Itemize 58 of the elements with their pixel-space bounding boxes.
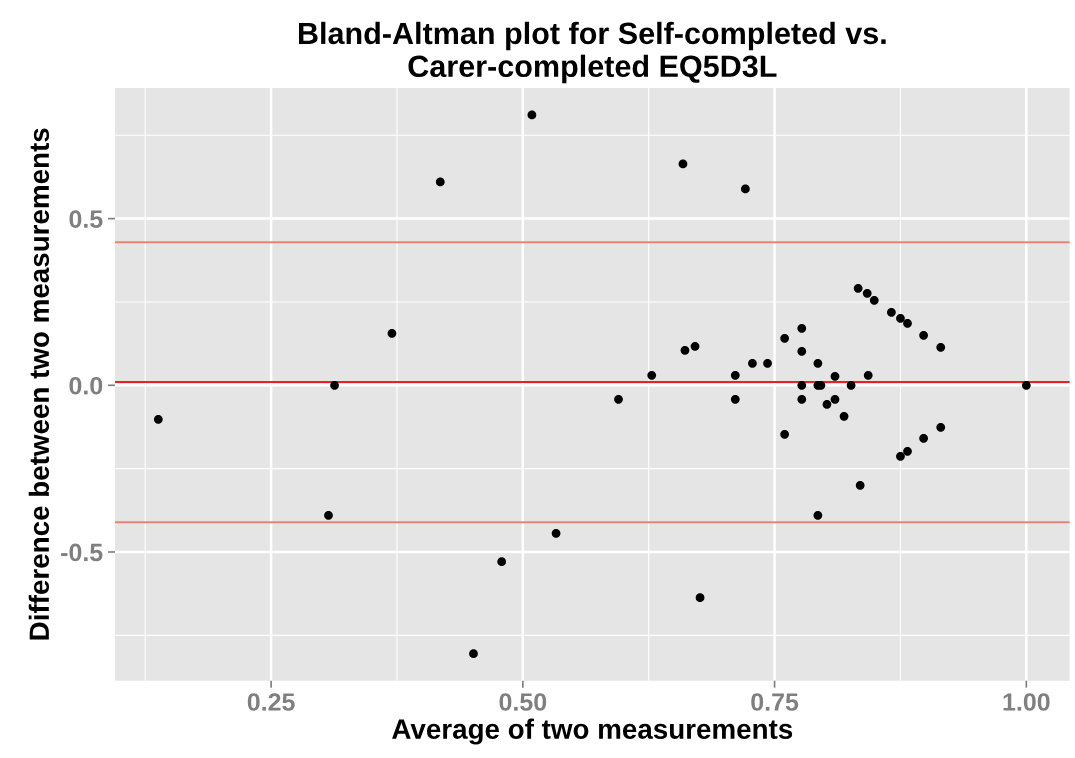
point [1021,380,1031,390]
point [896,313,905,323]
point [387,328,397,338]
y-tick-label: 0.5 [69,210,103,228]
point [830,394,840,404]
point [869,295,879,305]
point [153,414,163,424]
point [839,411,849,421]
point [680,345,690,355]
point [830,371,840,381]
point [730,394,740,404]
point [678,159,688,169]
chart-title: Bland-Altman plot for Self-completed vs. Carer-completed EQ5D3L [298,21,886,84]
x-tick-label: 0.50 [499,693,547,711]
point [497,557,507,567]
point [647,370,657,380]
point [813,358,823,368]
point [896,451,905,461]
point [730,370,740,380]
point [919,433,929,443]
point [797,323,807,333]
point [797,394,807,404]
point [797,346,807,356]
y-axis-title: Difference between two measurements [28,128,50,640]
point [862,288,872,298]
x-axis-title: Average of two measurements [392,718,793,745]
point [780,429,790,439]
point [863,370,873,380]
point [330,380,339,390]
point [763,358,772,368]
x-tick-label: 0.25 [247,693,295,711]
point [813,510,823,520]
point [936,422,946,432]
point [740,184,750,194]
point [936,342,946,352]
point [822,399,832,409]
point [855,480,865,490]
point [780,333,790,343]
point [853,283,863,293]
point [903,446,912,456]
point [551,528,561,538]
x-tick-label: 0.75 [751,693,799,711]
point [435,177,445,187]
point [614,394,623,404]
point [324,510,333,520]
point [469,649,478,659]
x-tick-label: 1.00 [1003,693,1050,711]
point [887,307,896,317]
point [695,593,705,603]
point [690,341,700,351]
point [748,358,757,368]
y-tick-label: -0.5 [61,543,103,562]
point [903,318,912,328]
point [846,380,856,390]
point [527,110,537,120]
point [919,330,929,340]
point [797,380,807,390]
y-tick-label: 0.0 [69,376,103,395]
